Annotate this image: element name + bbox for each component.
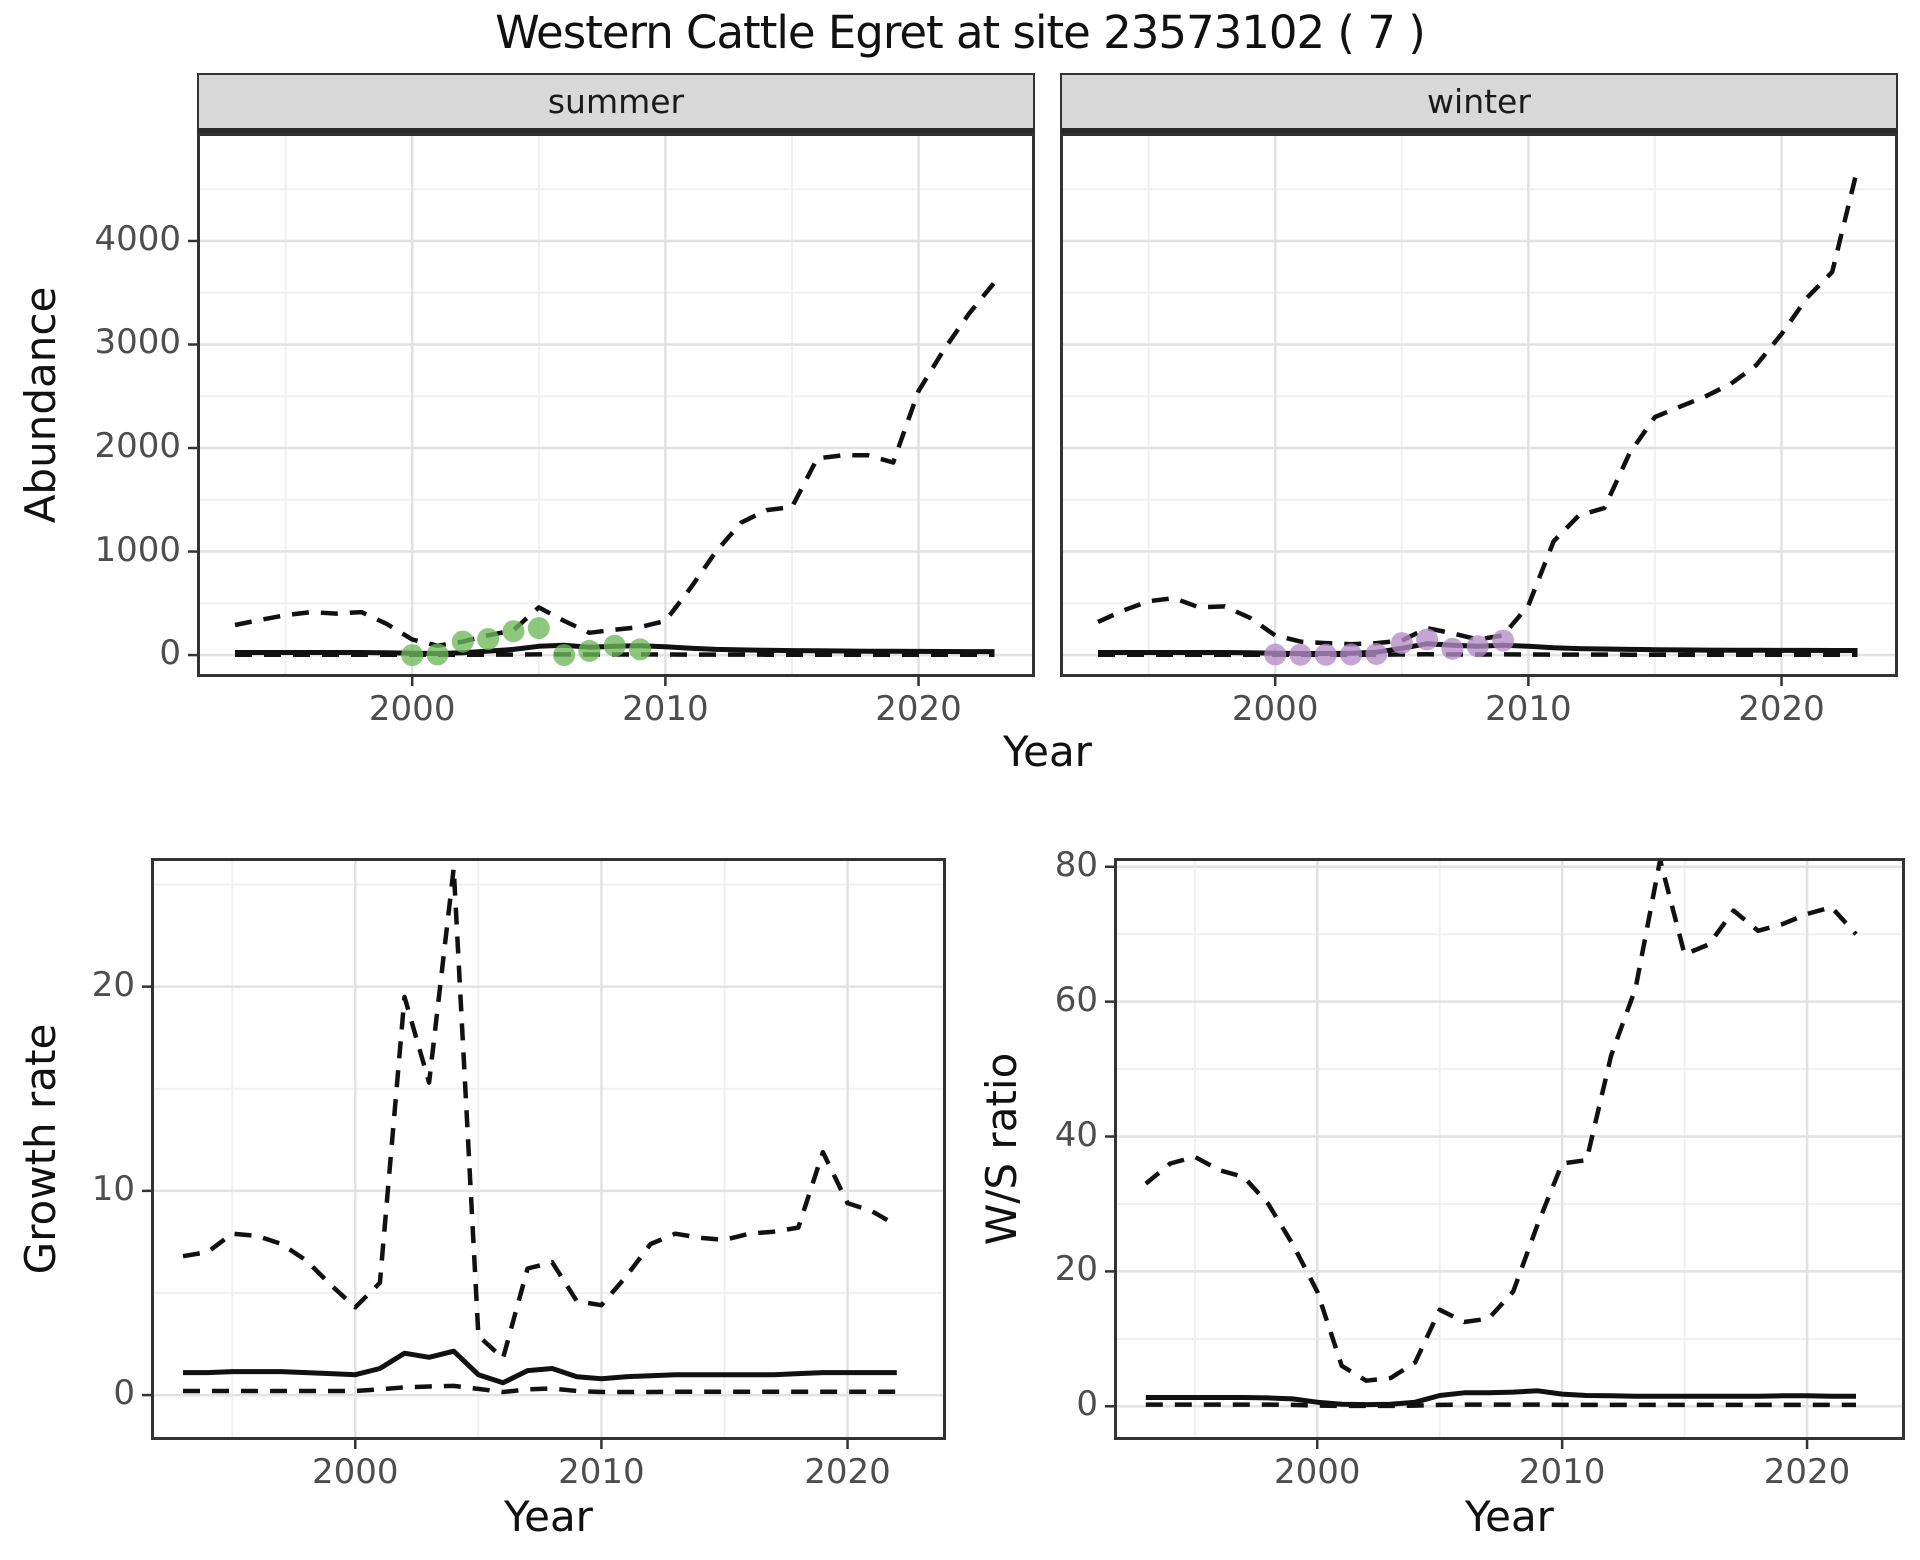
x-tick-label: 2010: [558, 1452, 645, 1492]
y-tick-label: 1000: [94, 529, 181, 570]
y-tick-label: 2000: [94, 426, 181, 466]
y-tick-label: 60: [1054, 979, 1098, 1020]
panel-background: [197, 133, 1035, 677]
upper-ci-line: [182, 865, 898, 1361]
panel-border: [197, 133, 1035, 677]
lower-ci-line: [1145, 1402, 1856, 1409]
upper-ci-line: [1097, 167, 1860, 647]
observation-point: [1314, 643, 1337, 666]
x-axis-title-growth: Year: [504, 1492, 593, 1541]
panel-abundance-summer: [188, 133, 1035, 686]
facet-strip-label-summer: summer: [547, 82, 685, 121]
observation-point: [1466, 635, 1489, 658]
x-tick-label: 2020: [1738, 689, 1825, 729]
y-tick-label: 3000: [94, 322, 181, 363]
observation-point: [1492, 629, 1515, 652]
observation-point: [1390, 632, 1413, 655]
x-tick-label: 2000: [312, 1452, 399, 1492]
panel-border: [151, 858, 946, 1440]
panel-ws-ratio: [1105, 857, 1905, 1449]
x-tick-label: 2020: [804, 1452, 891, 1492]
panel-growth-rate: [142, 858, 946, 1449]
estimate-line: [1145, 1388, 1856, 1408]
panel-background: [1060, 133, 1898, 677]
upper-ci-line: [1144, 857, 1858, 1383]
observation-point: [477, 628, 500, 650]
y-tick-label: 20: [1054, 1249, 1098, 1290]
panel-background: [151, 858, 946, 1440]
observation-point: [502, 620, 525, 643]
facet-strip-winter: winter: [1060, 73, 1898, 133]
lower-ci-line: [183, 1383, 897, 1395]
observation-point: [401, 644, 424, 667]
y-tick-label: 80: [1054, 844, 1098, 885]
observation-point: [451, 630, 474, 653]
y-tick-label: 0: [159, 633, 181, 674]
x-tick-label: 2010: [1485, 689, 1572, 729]
y-tick-label: 4000: [94, 218, 181, 259]
y-tick-label: 0: [1076, 1384, 1098, 1425]
x-tick-label: 2020: [875, 689, 962, 729]
observation-point: [578, 639, 601, 662]
observation-point: [1264, 643, 1287, 666]
x-tick-label: 2000: [1231, 689, 1319, 729]
observation-point: [1441, 637, 1464, 660]
observation-point: [1340, 643, 1363, 666]
x-axis-title-top: Year: [1003, 727, 1092, 776]
y-axis-title-abundance: Abundance: [16, 286, 65, 524]
upper-ci-line: [234, 280, 997, 648]
x-tick-label: 2010: [1518, 1452, 1606, 1492]
x-tick-label: 2020: [1763, 1452, 1851, 1492]
observation-point: [1365, 643, 1388, 665]
y-axis-title-growth-rate: Growth rate: [16, 1023, 65, 1275]
facet-strip-label-winter: winter: [1427, 82, 1531, 121]
x-axis-title-ws: Year: [1465, 1492, 1554, 1541]
observation-point: [629, 638, 652, 661]
observation-point: [603, 634, 626, 657]
panel-border: [1114, 858, 1905, 1440]
y-tick-label: 20: [91, 964, 135, 1005]
panel-border: [1060, 133, 1898, 677]
y-tick-label: 40: [1054, 1114, 1098, 1155]
x-tick-label: 2010: [622, 689, 709, 729]
x-tick-label: 2000: [1273, 1452, 1361, 1492]
x-tick-label: 2000: [368, 689, 456, 729]
facet-strip-summer: summer: [197, 73, 1035, 133]
observation-point: [1289, 643, 1312, 666]
observation-point: [1416, 628, 1439, 651]
panel-abundance-winter: [1060, 133, 1898, 686]
observation-point: [426, 643, 449, 666]
y-tick-label: 0: [113, 1373, 135, 1414]
observation-point: [527, 617, 550, 640]
observation-point: [553, 644, 576, 667]
y-tick-label: 10: [91, 1168, 135, 1209]
panel-background: [1114, 858, 1905, 1440]
figure-title: Western Cattle Egret at site 23573102 ( …: [495, 6, 1426, 59]
estimate-line: [183, 1348, 897, 1386]
